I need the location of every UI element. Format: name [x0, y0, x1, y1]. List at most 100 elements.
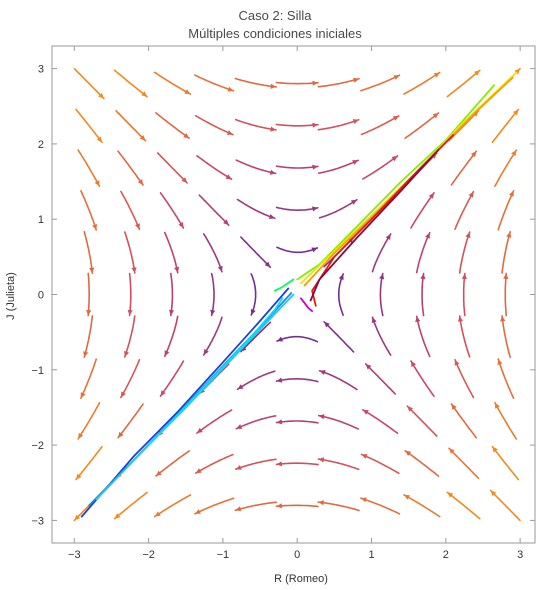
stream-arrow	[276, 503, 283, 509]
x-tick-label: 1	[368, 549, 374, 561]
stream-arrow	[425, 232, 430, 239]
stream-line	[164, 315, 179, 358]
stream-line	[113, 69, 148, 98]
stream-line	[446, 491, 481, 520]
stream-arrow	[135, 223, 140, 230]
stream-arrow	[449, 448, 455, 454]
stream-line	[156, 152, 188, 184]
stream-line	[317, 414, 359, 430]
x-tick-label: 0	[294, 549, 300, 561]
stream-line	[318, 198, 358, 219]
stream-arrow	[361, 454, 368, 459]
stream-arrow	[365, 363, 372, 370]
stream-arrow	[276, 461, 283, 467]
stream-arrow	[227, 86, 234, 92]
stream-arrow	[96, 136, 102, 143]
stream-line	[235, 415, 277, 430]
stream-arrow	[236, 424, 243, 429]
chart-subtitle: Múltiples condiciones iniciales	[188, 26, 362, 41]
stream-arrow	[169, 309, 175, 316]
stream-arrow	[385, 234, 391, 240]
stream-line	[489, 489, 521, 522]
stream-line	[454, 190, 475, 230]
stream-arrow	[428, 192, 434, 199]
stream-line	[501, 315, 511, 358]
x-tick-label: 3	[517, 549, 523, 561]
stream-arrow	[415, 316, 421, 323]
stream-line	[275, 206, 319, 211]
stream-arrow	[311, 247, 318, 253]
stream-arrow	[362, 409, 369, 415]
stream-line	[87, 272, 90, 317]
stream-arrow	[457, 316, 463, 322]
stream-line	[236, 198, 276, 219]
trajectory-line	[147, 297, 284, 446]
stream-line	[275, 81, 319, 85]
stream-arrow	[164, 350, 170, 357]
y-axis-label: J (Julieta)	[5, 272, 17, 320]
stream-line	[501, 231, 511, 274]
stream-line	[371, 233, 392, 273]
trajectory-line	[296, 84, 495, 281]
y-tick-label: 3	[38, 64, 44, 76]
stream-arrow	[270, 126, 276, 132]
stream-line	[117, 403, 144, 439]
stream-line	[236, 370, 276, 391]
trajectory-line	[311, 134, 455, 307]
stream-arrow	[217, 265, 223, 272]
stream-line	[210, 272, 215, 317]
x-axis-ticks: −3 −2 −1 0 1 2 3	[68, 46, 523, 561]
stream-arrow	[492, 446, 498, 453]
stream-line	[80, 190, 97, 231]
stream-line	[364, 363, 396, 395]
stream-line	[234, 118, 277, 131]
stream-line	[75, 445, 103, 481]
stream-arrow	[264, 261, 271, 268]
stream-line	[403, 71, 441, 95]
stream-line	[275, 462, 319, 466]
stream-line	[317, 159, 359, 174]
stream-line	[448, 110, 480, 142]
stream-arrow	[405, 450, 412, 456]
stream-arrow	[312, 80, 318, 86]
stream-arrow	[78, 432, 84, 439]
stream-arrow	[404, 494, 410, 500]
stream-line	[159, 360, 185, 397]
stream-line	[194, 74, 235, 92]
trajectory-line	[300, 297, 313, 312]
stream-arrow	[240, 345, 247, 352]
x-tick-label: −2	[142, 549, 155, 561]
stream-arrow	[432, 113, 439, 119]
stream-arrow	[277, 336, 283, 342]
y-tick-label: 0	[38, 290, 44, 302]
stream-line	[194, 114, 234, 136]
stream-arrow	[511, 150, 517, 157]
y-tick-label: −2	[31, 440, 44, 452]
stream-line	[115, 110, 147, 142]
stream-arrow	[237, 384, 244, 390]
stream-line	[338, 273, 344, 316]
stream-line	[194, 497, 235, 515]
stream-line	[504, 272, 507, 317]
stream-arrow	[324, 321, 330, 328]
stream-line	[240, 236, 272, 268]
stream-arrow	[319, 370, 326, 375]
stream-line	[202, 233, 223, 273]
stream-line	[234, 77, 277, 88]
stream-line	[73, 67, 105, 100]
stream-arrow	[312, 206, 318, 212]
stream-arrow	[83, 351, 89, 358]
stream-line	[198, 194, 230, 226]
stream-line	[153, 494, 192, 518]
stream-arrow	[139, 135, 146, 141]
stream-arrow	[183, 133, 190, 139]
stream-arrow	[447, 492, 454, 498]
stream-line	[458, 315, 471, 358]
stream-arrow	[120, 391, 126, 398]
y-tick-label: 2	[38, 139, 44, 151]
stream-line	[371, 316, 392, 356]
stream-arrow	[451, 404, 457, 410]
stream-line	[317, 501, 360, 512]
stream-arrow	[468, 191, 474, 198]
